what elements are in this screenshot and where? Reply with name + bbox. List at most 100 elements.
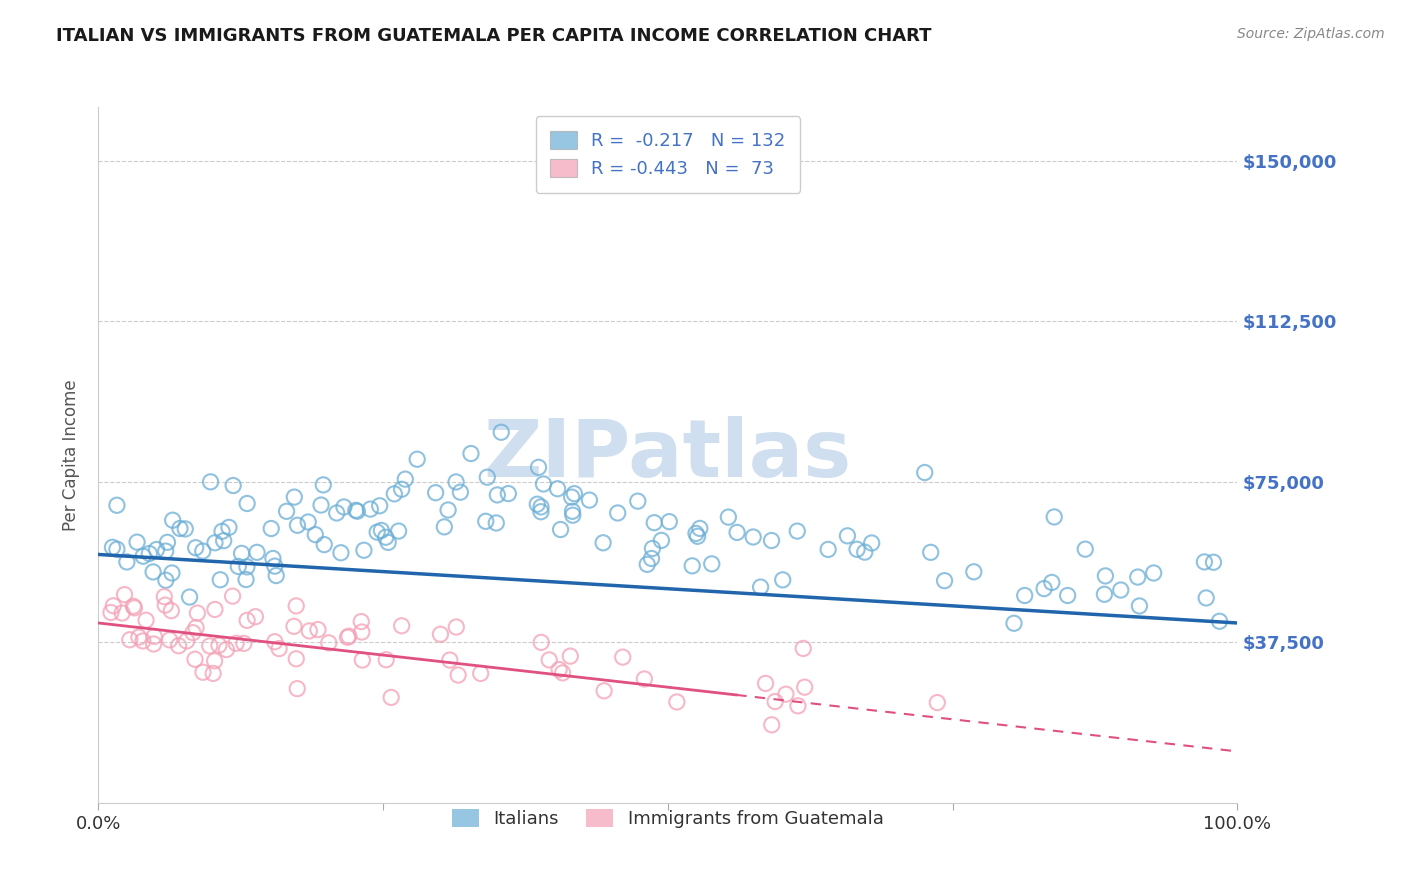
Point <box>283 619 305 633</box>
Point <box>561 504 583 518</box>
Point <box>307 623 329 637</box>
Point <box>444 475 467 489</box>
Point <box>174 522 197 536</box>
Point <box>263 634 285 648</box>
Point <box>1194 555 1216 569</box>
Point <box>837 529 859 543</box>
Point <box>391 619 413 633</box>
Point <box>1208 614 1230 628</box>
Point <box>346 504 368 518</box>
Point <box>114 588 136 602</box>
Point <box>394 472 416 486</box>
Point <box>215 642 238 657</box>
Point <box>606 506 628 520</box>
Point <box>447 668 470 682</box>
Point <box>101 541 124 555</box>
Point <box>212 533 235 548</box>
Point <box>314 538 336 552</box>
Point <box>640 551 662 566</box>
Point <box>352 653 374 667</box>
Point <box>236 613 259 627</box>
Point <box>145 542 167 557</box>
Point <box>285 681 308 696</box>
Point <box>792 641 814 656</box>
Point <box>761 718 783 732</box>
Point <box>162 513 184 527</box>
Point <box>186 606 208 620</box>
Point <box>641 541 664 556</box>
Point <box>226 559 249 574</box>
Point <box>204 654 226 668</box>
Point <box>370 524 392 538</box>
Point <box>159 632 181 647</box>
Point <box>105 542 128 557</box>
Point <box>304 527 326 541</box>
Point <box>1195 591 1218 605</box>
Point <box>578 493 600 508</box>
Point <box>1074 542 1097 557</box>
Point <box>665 695 688 709</box>
Point <box>204 535 226 549</box>
Point <box>550 523 572 537</box>
Point <box>202 666 225 681</box>
Point <box>474 514 496 528</box>
Text: ZIPatlas: ZIPatlas <box>484 416 852 494</box>
Point <box>135 613 157 627</box>
Point <box>1128 599 1150 613</box>
Point <box>344 503 367 517</box>
Point <box>209 573 232 587</box>
Point <box>612 650 634 665</box>
Point <box>269 641 291 656</box>
Point <box>526 497 548 511</box>
Point <box>191 665 214 680</box>
Point <box>742 530 765 544</box>
Point <box>377 535 399 549</box>
Point <box>963 565 986 579</box>
Point <box>191 544 214 558</box>
Point <box>406 452 429 467</box>
Point <box>686 529 709 543</box>
Point <box>749 580 772 594</box>
Point <box>530 635 553 649</box>
Point <box>122 599 145 614</box>
Text: ITALIAN VS IMMIGRANTS FROM GUATEMALA PER CAPITA INCOME CORRELATION CHART: ITALIAN VS IMMIGRANTS FROM GUATEMALA PER… <box>56 27 932 45</box>
Point <box>846 542 869 557</box>
Point <box>218 520 240 534</box>
Point <box>643 516 665 530</box>
Point <box>1043 510 1066 524</box>
Point <box>208 638 231 652</box>
Point <box>530 500 553 514</box>
Point <box>111 606 134 620</box>
Point <box>470 666 492 681</box>
Point <box>477 470 499 484</box>
Point <box>167 639 190 653</box>
Point <box>380 690 402 705</box>
Point <box>914 466 936 480</box>
Point <box>142 565 165 579</box>
Point <box>449 485 471 500</box>
Point <box>1040 575 1063 590</box>
Point <box>176 634 198 648</box>
Point <box>359 502 381 516</box>
Point <box>181 625 204 640</box>
Point <box>1002 616 1025 631</box>
Point <box>155 573 177 587</box>
Point <box>232 636 254 650</box>
Point <box>725 525 748 540</box>
Point <box>184 652 207 666</box>
Point <box>763 694 786 708</box>
Point <box>374 530 396 544</box>
Point <box>1126 570 1149 584</box>
Point <box>486 488 509 502</box>
Point <box>204 602 226 616</box>
Point <box>1014 589 1036 603</box>
Point <box>927 696 949 710</box>
Point <box>125 535 148 549</box>
Point <box>382 487 405 501</box>
Point <box>636 558 658 572</box>
Point <box>118 632 141 647</box>
Point <box>160 604 183 618</box>
Point <box>169 521 191 535</box>
Point <box>772 573 794 587</box>
Point <box>143 630 166 644</box>
